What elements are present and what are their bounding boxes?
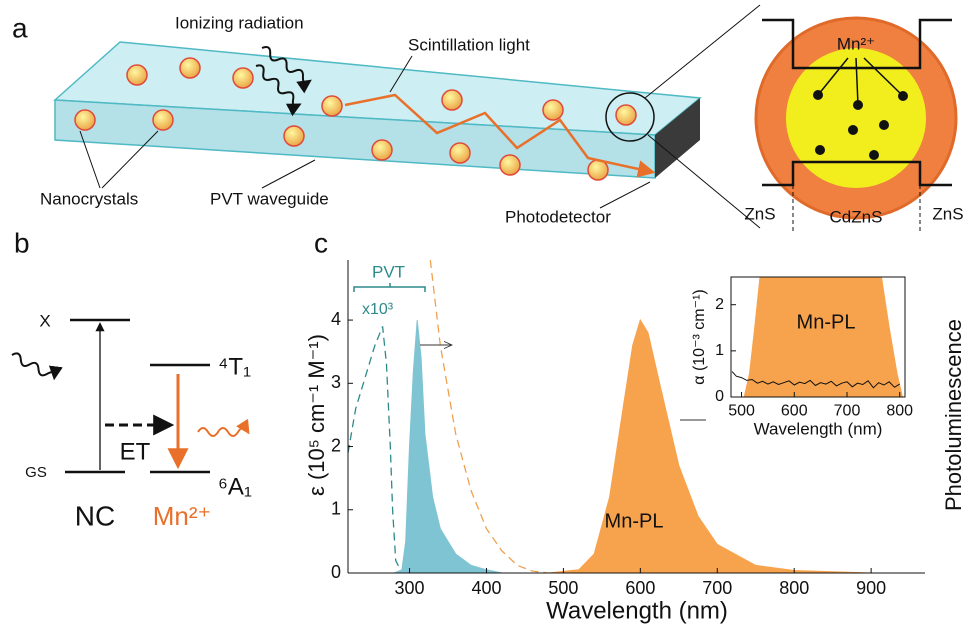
label: Mn²⁺: [837, 34, 875, 53]
annotation: PVT: [372, 262, 405, 281]
inset-chart: 500 600 700 800 0 1 2: [715, 276, 913, 420]
leader: [101, 130, 159, 189]
x-tick-label: 600: [625, 578, 655, 598]
bracket: [353, 283, 426, 292]
plot-area: [731, 277, 903, 397]
label: Mn²⁺: [153, 501, 212, 531]
x-tick-label: 700: [834, 403, 861, 420]
zoom-circle: [605, 92, 655, 142]
y-tick-label: 2: [331, 435, 341, 455]
emission-wave: [197, 418, 250, 437]
frame: [730, 276, 906, 398]
label: Nanocrystals: [40, 189, 138, 208]
line: [348, 326, 403, 573]
y-tick-label: 0: [331, 562, 341, 582]
y-tick-label: 3: [331, 372, 341, 392]
label: PVT waveguide: [210, 189, 329, 208]
y-tick-label: 1: [715, 342, 724, 359]
y-tick-label: 1: [331, 499, 341, 519]
label: NC: [75, 500, 115, 531]
line: [731, 371, 900, 389]
y-tick-label: 4: [331, 309, 341, 329]
line: [429, 260, 549, 573]
level-label: ⁶A₁: [218, 473, 252, 500]
photodetector: [655, 98, 700, 178]
radiation-wave: [261, 45, 312, 94]
x-tick-label: 900: [856, 578, 886, 598]
label: ET: [120, 438, 151, 465]
label: ZnS: [932, 204, 963, 223]
plot-area: [348, 260, 872, 573]
leader: [79, 130, 101, 189]
radiation-wave: [11, 352, 63, 381]
level-label: GS: [25, 464, 47, 481]
y-tick-label: 0: [715, 388, 724, 405]
x-tick-label: 500: [548, 578, 578, 598]
y-tick-label: 2: [715, 296, 724, 313]
zoom-line: [644, 4, 761, 99]
panel-label: a: [12, 12, 28, 43]
x-axis-label: Wavelength (nm): [546, 597, 728, 624]
level-label: X: [39, 311, 50, 330]
x-tick-label: 800: [779, 578, 809, 598]
x-tick-label: 600: [781, 403, 808, 420]
right-axis-label: Photoluminescence: [941, 319, 966, 511]
x-tick-label: 800: [886, 403, 913, 420]
annotation: Mn-PL: [605, 510, 664, 532]
scintillation-path: [344, 93, 656, 178]
leader: [261, 159, 316, 189]
y-axis-label: α (10⁻³ cm⁻¹): [691, 289, 708, 384]
x-axis-label: Wavelength (nm): [754, 419, 883, 438]
x-tick-label: 400: [471, 578, 501, 598]
area: [743, 277, 903, 397]
x-tick-label: 300: [395, 578, 425, 598]
band-edge: [762, 160, 952, 187]
label: Photodetector: [505, 207, 611, 226]
x-tick-label: 500: [728, 403, 755, 420]
zoom-line: [647, 134, 761, 229]
leader: [599, 181, 651, 209]
nanocrystals: [74, 57, 637, 181]
main-chart: 300 400 500 600 700 800 900 0 1 2 3 4: [331, 260, 925, 598]
label: Ionizing radiation: [175, 13, 304, 32]
area: [547, 318, 872, 573]
label: CdZnS: [830, 207, 883, 226]
panel-label: b: [14, 227, 30, 258]
area: [394, 320, 503, 573]
annotation: Mn-PL: [797, 311, 856, 333]
annotation: x10³: [362, 301, 394, 318]
y-axis-label: ε (10⁵ cm⁻¹ M⁻¹): [304, 334, 329, 496]
x-tick-label: 700: [702, 578, 732, 598]
label: Scintillation light: [408, 35, 530, 54]
label: ZnS: [744, 204, 775, 223]
radiation-wave: [255, 64, 302, 117]
panel-label: c: [314, 227, 328, 258]
level-label: ⁴T₁: [218, 353, 251, 380]
leader: [389, 55, 413, 93]
dopant-leaders: [817, 57, 904, 106]
